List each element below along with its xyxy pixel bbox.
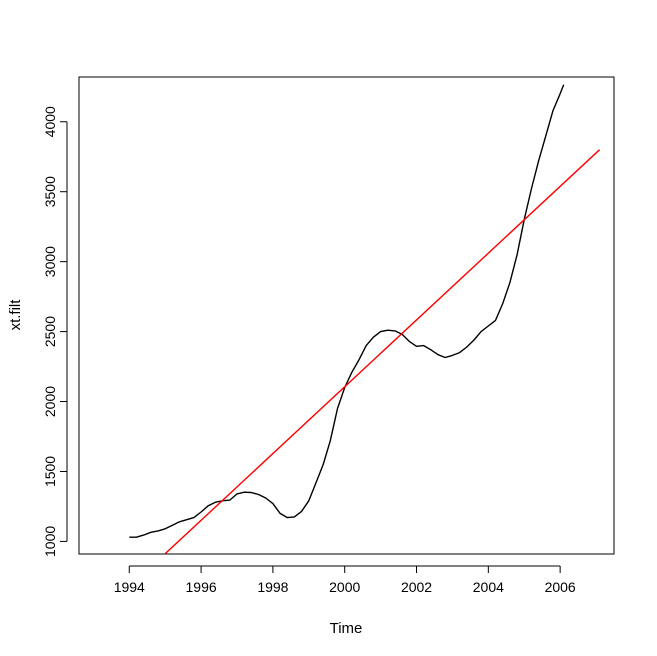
x-tick-label: 2000	[329, 579, 360, 595]
y-tick-label: 4000	[42, 106, 58, 137]
x-tick-label: 2004	[473, 579, 504, 595]
plot-frame	[78, 76, 615, 555]
x-tick-label: 1996	[186, 579, 217, 595]
y-tick-label: 2500	[42, 316, 58, 347]
x-tick-label: 1998	[257, 579, 288, 595]
y-tick-label: 1500	[42, 456, 58, 487]
series-layer	[129, 84, 601, 554]
y-axis: 1000 1500 2000 2500 3000 3500 4000	[42, 106, 68, 557]
x-axis-title: Time	[330, 620, 363, 637]
series-line-1	[164, 149, 601, 554]
y-tick-label: 3000	[42, 246, 58, 277]
y-axis-title: xt.filt	[7, 299, 24, 331]
x-tick-label: 1994	[114, 579, 145, 595]
y-tick-label: 2000	[42, 386, 58, 417]
y-tick-label: 3500	[42, 176, 58, 207]
series-line-0	[129, 84, 565, 538]
x-tick-label: 2006	[545, 579, 576, 595]
x-tick-label: 2002	[401, 579, 432, 595]
x-axis: 1994 1996 1998 2000 2002 2004 2006	[114, 565, 576, 595]
y-tick-label: 1000	[42, 526, 58, 557]
